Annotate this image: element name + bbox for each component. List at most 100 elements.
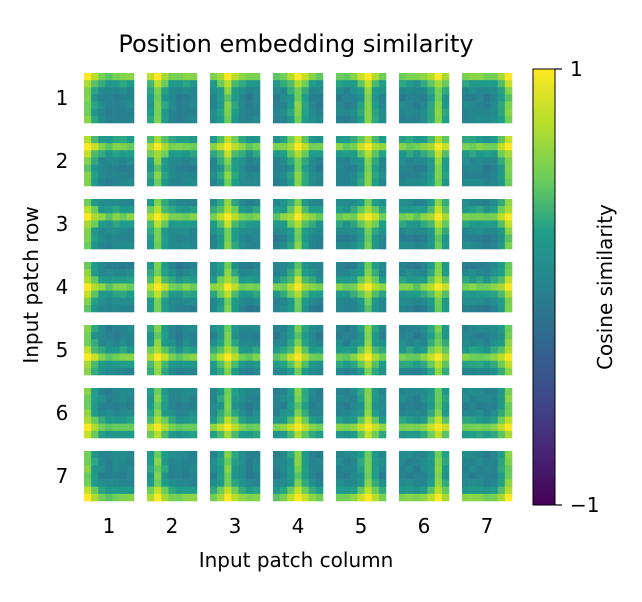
patch-pixel: [462, 241, 470, 250]
patch-pixel: [343, 423, 351, 432]
patch-pixel: [490, 290, 499, 299]
patch-pixel: [371, 234, 380, 243]
patch-pixel: [231, 87, 239, 95]
patch-pixel: [273, 206, 281, 214]
patch-pixel: [504, 367, 513, 376]
patch-pixel: [462, 325, 470, 333]
patch-pixel: [364, 150, 373, 158]
patch-pixel: [98, 458, 106, 466]
patch-pixel: [399, 479, 407, 488]
patch-pixel: [217, 409, 225, 417]
patch-pixel: [294, 290, 302, 299]
patch-pixel: [252, 241, 261, 250]
patch-pixel: [119, 472, 128, 480]
patch-pixel: [231, 297, 239, 306]
patch-pixel: [308, 325, 317, 333]
patch-pixel: [315, 164, 324, 173]
patch-pixel: [210, 241, 218, 250]
patch-pixel: [413, 234, 421, 243]
patch-pixel: [336, 395, 344, 403]
patch-pixel: [168, 178, 176, 187]
patch-pixel: [343, 206, 351, 214]
patch-pixel: [119, 493, 128, 502]
patch-pixel: [504, 290, 513, 299]
patch-pixel: [294, 276, 302, 284]
patch-pixel: [287, 451, 295, 459]
patch-pixel: [434, 458, 443, 466]
patch-pixel: [427, 290, 436, 299]
patch-pixel: [343, 87, 351, 95]
patch-pixel: [357, 108, 365, 117]
patch-pixel: [378, 213, 387, 221]
patch-pixel: [427, 486, 436, 495]
patch-pixel: [98, 409, 106, 417]
patch-pixel: [280, 241, 288, 250]
patch-pixel: [301, 353, 310, 362]
patch-pixel: [469, 388, 477, 396]
patch-pixel: [168, 465, 176, 473]
patch-pixel: [504, 213, 513, 221]
patch-pixel: [497, 290, 506, 299]
patch-pixel: [399, 346, 407, 354]
patch-pixel: [399, 367, 407, 376]
patch-pixel: [294, 94, 302, 102]
patch-pixel: [301, 346, 310, 354]
patch-pixel: [175, 276, 184, 284]
patch-pixel: [84, 367, 92, 376]
patch-pixel: [217, 388, 225, 396]
patch-pixel: [161, 332, 169, 340]
patch-pixel: [371, 430, 380, 439]
patch-pixel: [287, 199, 295, 207]
patch-pixel: [469, 80, 477, 88]
patch-pixel: [399, 304, 407, 313]
patch-pixel: [350, 150, 358, 158]
patch-pixel: [238, 283, 247, 291]
patch-pixel: [357, 136, 365, 144]
patch-pixel: [210, 332, 218, 340]
patch-r2-c3: [210, 136, 261, 187]
patch-pixel: [441, 283, 450, 291]
patch-pixel: [420, 493, 428, 502]
patch-pixel: [476, 178, 484, 187]
patch-pixel: [168, 87, 176, 95]
patch-pixel: [490, 206, 499, 214]
patch-pixel: [371, 213, 380, 221]
patch-pixel: [469, 269, 477, 277]
patch-pixel: [490, 360, 499, 369]
patch-pixel: [224, 479, 232, 488]
patch-pixel: [413, 178, 421, 187]
patch-pixel: [161, 199, 169, 207]
patch-pixel: [476, 297, 484, 306]
patch-pixel: [154, 206, 162, 214]
patch-pixel: [427, 234, 436, 243]
patch-pixel: [245, 346, 254, 354]
patch-pixel: [504, 206, 513, 214]
patch-pixel: [469, 276, 477, 284]
patch-pixel: [105, 360, 113, 369]
patch-pixel: [413, 283, 421, 291]
patch-pixel: [301, 206, 310, 214]
patch-pixel: [168, 143, 176, 151]
patch-pixel: [273, 472, 281, 480]
patch-pixel: [378, 150, 387, 158]
patch-pixel: [119, 213, 128, 221]
patch-pixel: [364, 241, 373, 250]
patch-pixel: [287, 234, 295, 243]
patch-pixel: [378, 325, 387, 333]
patch-pixel: [490, 423, 499, 432]
colorbar: [532, 68, 556, 506]
patch-pixel: [504, 262, 513, 270]
x-tick-label: 4: [292, 514, 305, 538]
patch-pixel: [420, 430, 428, 439]
patch-pixel: [357, 360, 365, 369]
patch-pixel: [182, 395, 191, 403]
patch-pixel: [175, 199, 184, 207]
patch-pixel: [252, 388, 261, 396]
patch-pixel: [294, 297, 302, 306]
patch-pixel: [343, 234, 351, 243]
patch-pixel: [364, 178, 373, 187]
patch-pixel: [308, 213, 317, 221]
patch-pixel: [504, 199, 513, 207]
patch-pixel: [497, 430, 506, 439]
patch-pixel: [427, 206, 436, 214]
